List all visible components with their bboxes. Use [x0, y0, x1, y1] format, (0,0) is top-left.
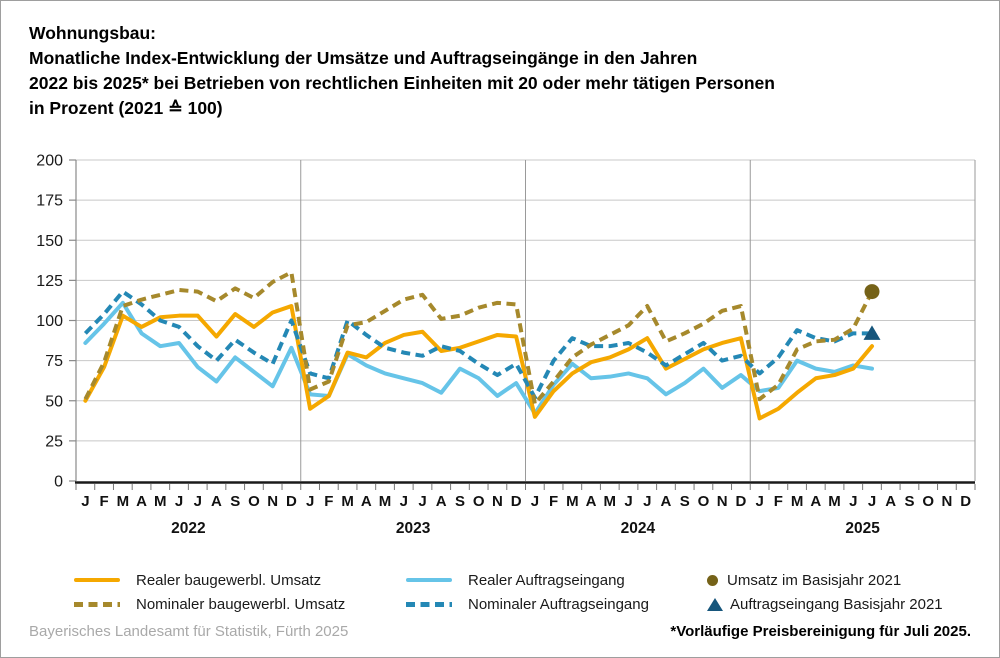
- month-label: A: [885, 493, 896, 510]
- month-label: N: [267, 493, 278, 510]
- series-line-realer-auftragseingang: [83, 300, 874, 416]
- series-line-nominaler-auftragseingang: [83, 289, 872, 400]
- month-label: J: [643, 493, 651, 510]
- legend-item-umsatz-basisjahr: Umsatz im Basisjahr 2021: [707, 570, 901, 590]
- month-label: M: [604, 493, 617, 510]
- month-label: F: [100, 493, 109, 510]
- circle-marker-icon: [707, 574, 718, 586]
- month-label: N: [492, 493, 503, 510]
- month-label: M: [117, 493, 130, 510]
- month-label: J: [624, 493, 632, 510]
- legend-item-nominaler-umsatz: Nominaler baugewerbl. Umsatz: [74, 594, 345, 614]
- lightblue-line-swatch: [406, 577, 452, 583]
- month-label: A: [586, 493, 597, 510]
- legend-label: Realer baugewerbl. Umsatz: [136, 571, 322, 589]
- legend-item-nominaler-auftragseingang: Nominaler Auftragseingang: [406, 594, 649, 614]
- month-label: A: [436, 493, 447, 510]
- chart-title-line4: in Prozent (2021 ≙ 100): [29, 98, 223, 118]
- chart-title-line3: 2022 bis 2025* bei Betrieben von rechtli…: [29, 73, 775, 93]
- triangle-marker-icon: [707, 597, 723, 611]
- month-label: D: [960, 493, 971, 510]
- month-label: N: [717, 493, 728, 510]
- legend-label: Auftragseingang Basisjahr 2021: [730, 595, 943, 613]
- y-tick-label: 150: [36, 233, 63, 250]
- month-label: D: [735, 493, 746, 510]
- y-tick-label: 50: [45, 393, 63, 410]
- month-label: A: [361, 493, 372, 510]
- month-label: D: [511, 493, 522, 510]
- month-label: J: [81, 493, 89, 510]
- month-label: F: [549, 493, 558, 510]
- chart-title: Wohnungsbau: Monatliche Index-Entwicklun…: [29, 21, 775, 121]
- y-tick-label: 100: [36, 313, 63, 330]
- series-line-nominaler-baugewerbl-umsatz: [83, 270, 874, 406]
- month-label: M: [154, 493, 167, 510]
- series-line-realer-baugewerbl-umsatz: [83, 304, 874, 421]
- month-label: D: [286, 493, 297, 510]
- y-tick-label: 125: [36, 273, 63, 290]
- month-label: J: [849, 493, 857, 510]
- month-label: J: [531, 493, 539, 510]
- y-tick-label: 175: [36, 193, 63, 210]
- month-label: F: [774, 493, 783, 510]
- month-label: N: [941, 493, 952, 510]
- month-label: M: [341, 493, 354, 510]
- year-label: 2024: [621, 520, 656, 537]
- blue-dash-swatch: [406, 601, 452, 607]
- month-label: A: [136, 493, 147, 510]
- legend-item-auftragseingang-basisjahr: Auftragseingang Basisjahr 2021: [707, 594, 943, 614]
- year-label: 2023: [396, 520, 431, 537]
- y-tick-label: 75: [45, 353, 63, 370]
- legend-label: Nominaler Auftragseingang: [468, 595, 649, 613]
- chart-title-line2: Monatliche Index-Entwicklung der Umsätze…: [29, 48, 698, 68]
- month-label: S: [904, 493, 914, 510]
- legend-item-realer-auftragseingang: Realer Auftragseingang: [406, 570, 625, 590]
- footnote: *Vorläufige Preisbereinigung für Juli 20…: [670, 623, 971, 640]
- y-tick-label: 25: [45, 433, 63, 450]
- y-tick-label: 0: [54, 474, 63, 491]
- month-label: A: [661, 493, 672, 510]
- month-label: O: [248, 493, 260, 510]
- chart-title-line1: Wohnungsbau:: [29, 23, 157, 43]
- month-label: M: [379, 493, 392, 510]
- year-label: 2025: [845, 520, 880, 537]
- source-credit: Bayerisches Landesamt für Statistik, Für…: [29, 623, 349, 640]
- legend-item-realer-umsatz: Realer baugewerbl. Umsatz: [74, 570, 321, 590]
- month-label: J: [194, 493, 202, 510]
- month-label: S: [680, 493, 690, 510]
- month-label: M: [828, 493, 841, 510]
- month-label: J: [755, 493, 763, 510]
- month-label: O: [473, 493, 485, 510]
- month-label: M: [566, 493, 579, 510]
- month-label: S: [230, 493, 240, 510]
- month-label: J: [868, 493, 876, 510]
- month-label: M: [791, 493, 804, 510]
- month-label: J: [400, 493, 408, 510]
- marker-umsatz-im-basisjahr-2021: [864, 284, 880, 300]
- month-label: J: [306, 493, 314, 510]
- legend-label: Realer Auftragseingang: [468, 571, 625, 589]
- month-label: A: [211, 493, 222, 510]
- month-label: F: [324, 493, 333, 510]
- y-tick-label: 200: [36, 153, 63, 170]
- month-label: S: [455, 493, 465, 510]
- legend-label: Nominaler baugewerbl. Umsatz: [136, 595, 346, 613]
- month-label: O: [922, 493, 934, 510]
- month-label: J: [175, 493, 183, 510]
- legend-label: Umsatz im Basisjahr 2021: [727, 571, 902, 589]
- month-label: A: [810, 493, 821, 510]
- olive-dash-swatch: [74, 601, 120, 607]
- year-label: 2022: [171, 520, 205, 537]
- month-label: J: [418, 493, 426, 510]
- orange-line-swatch: [74, 577, 120, 583]
- month-label: O: [698, 493, 710, 510]
- marker-auftragseingang-basisjahr-2021: [863, 325, 881, 340]
